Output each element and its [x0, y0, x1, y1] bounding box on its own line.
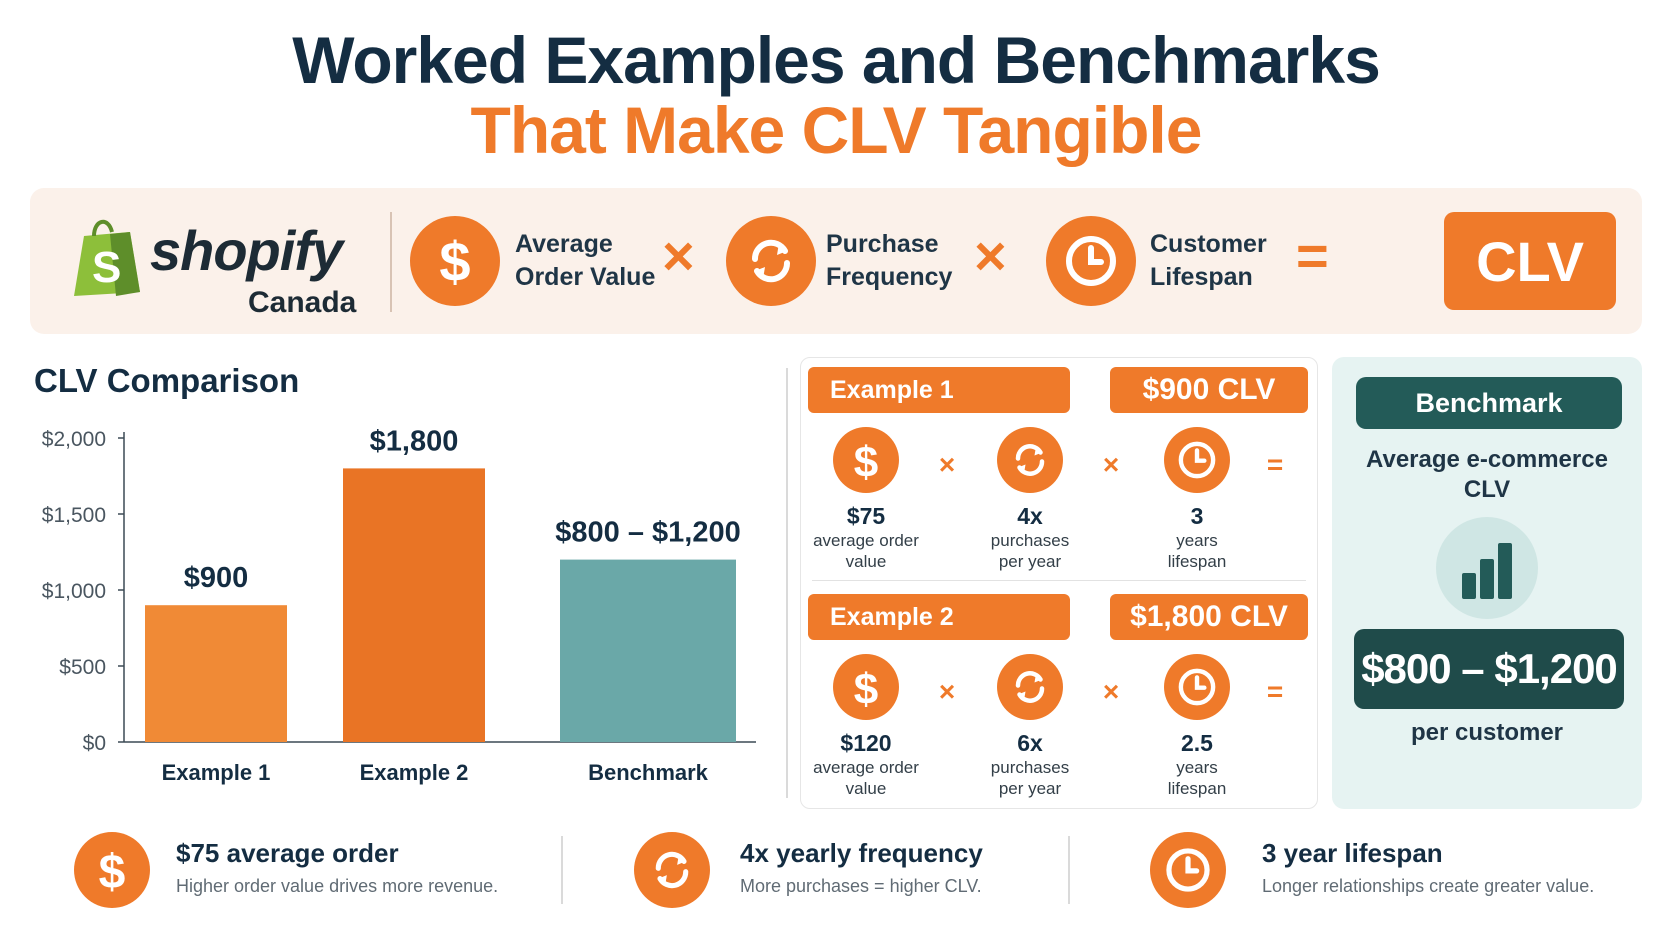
- bar-data-label: $1,800: [370, 425, 459, 457]
- section-divider: [786, 368, 788, 798]
- times-operator: ×: [1102, 449, 1120, 480]
- svg-text:S: S: [92, 243, 121, 292]
- y-tick-label: $2,000: [42, 428, 106, 451]
- logo-subtitle: Canada: [248, 286, 357, 319]
- logo-wordmark: shopify: [150, 219, 343, 282]
- page-title-line-2: That Make CLV Tangible: [470, 93, 1203, 167]
- example-life-value: 3: [1190, 503, 1204, 529]
- benchmark-tag: Benchmark: [1356, 377, 1622, 429]
- bar-chart-icon: [1436, 517, 1538, 619]
- bottom-lifespan-title: 3 year lifespan: [1262, 838, 1443, 868]
- example-aov-value: $75: [846, 503, 886, 529]
- bar-example-1: [145, 605, 287, 742]
- benchmark-panel: Benchmark Average e-commerce CLV $800 – …: [1332, 357, 1642, 809]
- example-clv-badge: $900 CLV: [1110, 367, 1308, 413]
- clock-icon: [1150, 832, 1226, 908]
- refresh-icon: [634, 832, 710, 908]
- clock-icon: [1046, 216, 1136, 306]
- bar-data-label: $900: [184, 562, 249, 594]
- example-freq-caption: purchases per year: [990, 758, 1070, 798]
- dollar-icon: $: [74, 832, 150, 908]
- x-tick-label: Benchmark: [588, 760, 709, 785]
- refresh-icon: [997, 427, 1063, 493]
- x-tick-label: Example 1: [162, 760, 271, 785]
- times-operator: ×: [938, 676, 956, 707]
- bar-example-2: [343, 468, 485, 742]
- band-divider: [390, 212, 392, 312]
- example-life-caption: years lifespan: [1167, 758, 1227, 798]
- example-aov-value: $120: [840, 730, 892, 756]
- bottom-divider: [1068, 836, 1070, 904]
- benchmark-range: $800 – $1,200: [1354, 629, 1624, 709]
- clv-formula-band: S shopify Canada $ Average Order Value × …: [30, 188, 1642, 334]
- bottom-frequency-desc: More purchases = higher CLV.: [740, 876, 982, 896]
- dollar-icon: $: [833, 427, 899, 493]
- y-tick-label: $1,500: [42, 504, 106, 527]
- svg-text:$: $: [854, 438, 878, 483]
- dollar-icon: $: [410, 216, 500, 306]
- aov-label: Average Order Value: [515, 230, 656, 291]
- equals-operator: =: [1296, 224, 1329, 287]
- bottom-lifespan-desc: Longer relationships create greater valu…: [1262, 876, 1595, 896]
- example-aov-caption: average order value: [813, 531, 919, 571]
- bar-benchmark: [560, 559, 736, 742]
- example-life-caption: years lifespan: [1167, 531, 1227, 571]
- clock-icon: [1164, 654, 1230, 720]
- equals-operator: =: [1266, 676, 1284, 707]
- equals-operator: =: [1266, 449, 1284, 480]
- bottom-aov-desc: Higher order value drives more revenue.: [176, 876, 499, 896]
- examples-panel: [800, 357, 1318, 809]
- example-tag: Example 2: [808, 594, 1070, 640]
- clv-comparison-chart: $0 $500 $1,000 $1,500 $2,000 $900 Example 1 $1,…: [42, 425, 756, 785]
- svg-text:$: $: [439, 231, 470, 291]
- chart-title: CLV Comparison: [34, 362, 300, 399]
- shopify-canada-logo: S shopify Canada: [70, 208, 360, 319]
- page-title-line-1: Worked Examples and Benchmarks: [292, 23, 1381, 97]
- frequency-label: Purchase Frequency: [826, 230, 953, 291]
- x-tick-label: Example 2: [360, 760, 469, 785]
- benchmark-subtitle: Average e-commerce CLV: [1366, 446, 1608, 503]
- example-life-value: 2.5: [1181, 730, 1213, 756]
- times-operator: ×: [1102, 676, 1120, 707]
- bar-data-label: $800 – $1,200: [555, 517, 740, 549]
- clock-icon: [1164, 427, 1230, 493]
- example-freq-caption: purchases per year: [990, 531, 1070, 571]
- lifespan-label: Customer Lifespan: [1150, 230, 1267, 291]
- bottom-frequency-title: 4x yearly frequency: [740, 838, 983, 868]
- refresh-icon: [726, 216, 816, 306]
- times-operator: ×: [662, 224, 695, 287]
- y-tick-label: $1,000: [42, 580, 106, 603]
- example-tag: Example 1: [808, 367, 1070, 413]
- svg-text:$: $: [854, 665, 878, 710]
- svg-text:$: $: [99, 846, 126, 896]
- y-tick-label: $0: [83, 732, 106, 755]
- dollar-icon: $: [833, 654, 899, 720]
- y-tick-label: $500: [59, 656, 106, 679]
- shopify-bag-icon: S: [74, 220, 140, 296]
- times-operator: ×: [938, 449, 956, 480]
- example-freq-value: 4x: [1017, 503, 1043, 529]
- clv-result-box: CLV: [1444, 212, 1616, 310]
- benchmark-per-customer: per customer: [1410, 719, 1564, 746]
- bottom-divider: [561, 836, 563, 904]
- example-freq-value: 6x: [1017, 730, 1043, 756]
- example-aov-caption: average order value: [813, 758, 919, 798]
- bottom-aov-title: $75 average order: [176, 838, 399, 868]
- times-operator: ×: [974, 224, 1007, 287]
- example-clv-badge: $1,800 CLV: [1110, 594, 1308, 640]
- refresh-icon: [997, 654, 1063, 720]
- examples-separator: [812, 580, 1306, 581]
